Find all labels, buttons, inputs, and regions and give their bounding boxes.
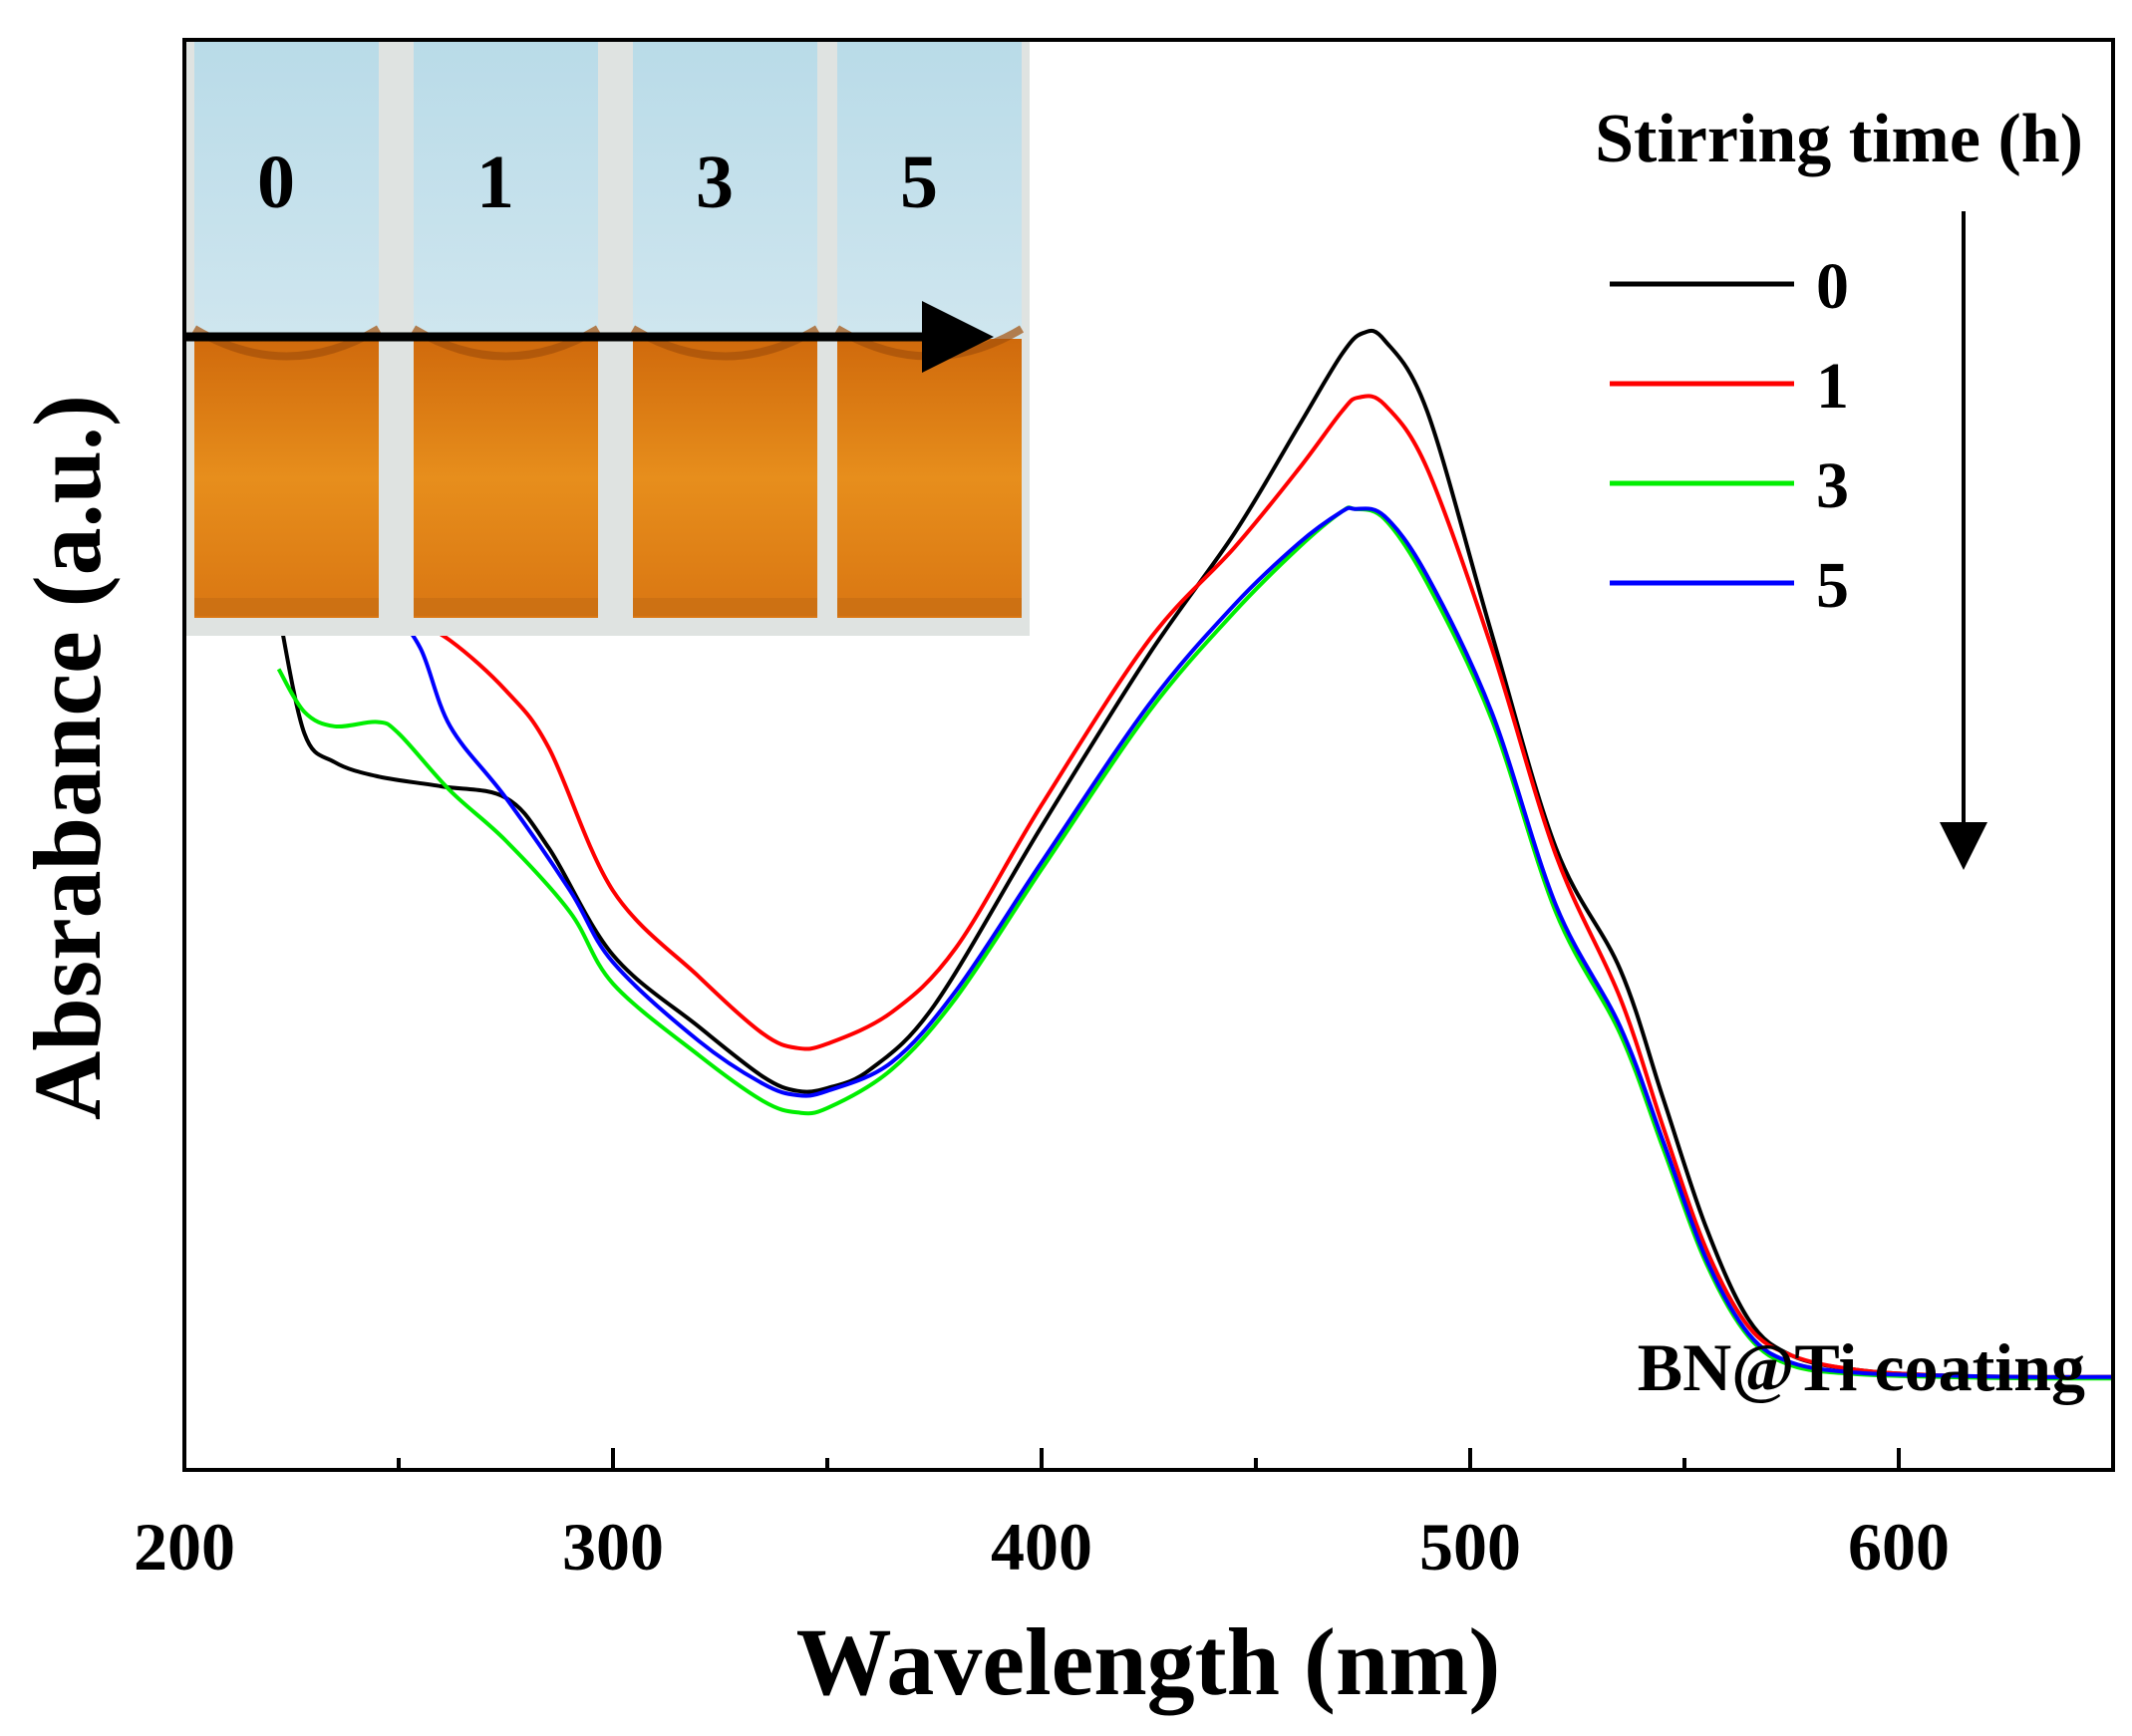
series-group <box>276 328 2113 1381</box>
vial-glass <box>414 40 598 339</box>
vials-group: 0 1 3 5 <box>191 40 1025 618</box>
x-tick-label: 200 <box>134 1509 235 1585</box>
series-line-5 <box>347 505 2113 1379</box>
inset-photo: 0 1 3 5 <box>184 40 1030 636</box>
vial-label-1: 1 <box>476 141 514 224</box>
series-line-1 <box>398 394 2113 1379</box>
plot-frame <box>182 38 2115 1472</box>
vial-base <box>633 598 817 616</box>
legend-label-1: 1 <box>1816 350 1849 423</box>
vial-liquid <box>194 339 379 618</box>
legend-label-5: 5 <box>1816 549 1849 622</box>
sample-annotation: BN@Ti coating <box>1638 1329 2085 1405</box>
x-tick-label: 500 <box>1419 1509 1521 1585</box>
vial-glass <box>837 40 1022 339</box>
x-tick-label: 600 <box>1848 1509 1950 1585</box>
x-axis-ticks: 200 300 400 500 600 <box>134 1448 1950 1585</box>
vial-base <box>194 598 379 616</box>
vial-label-5: 5 <box>900 141 938 224</box>
vial-base <box>414 598 598 616</box>
x-tick-label: 300 <box>562 1509 664 1585</box>
legend: Stirring time (h) 0 1 3 5 <box>1595 101 2083 622</box>
vial-liquid <box>414 339 598 618</box>
vial-label-0: 0 <box>257 141 295 224</box>
x-tick-label: 400 <box>991 1509 1092 1585</box>
vial-liquid <box>837 339 1022 618</box>
vial-liquid <box>633 339 817 618</box>
legend-title: Stirring time (h) <box>1595 101 2083 177</box>
x-axis-label: Wavelength (nm) <box>796 1608 1501 1715</box>
vial-glass <box>194 40 379 339</box>
series-line-0 <box>276 328 2113 1379</box>
legend-entries: 0 1 3 5 <box>1610 250 1849 622</box>
vial-glass <box>633 40 817 339</box>
vial-base <box>837 598 1022 616</box>
series-line-3 <box>276 505 2113 1381</box>
legend-label-3: 3 <box>1816 449 1849 522</box>
legend-label-0: 0 <box>1816 250 1849 323</box>
y-axis-label: Absrabance (a.u.) <box>14 395 121 1120</box>
vial-label-3: 3 <box>696 141 734 224</box>
